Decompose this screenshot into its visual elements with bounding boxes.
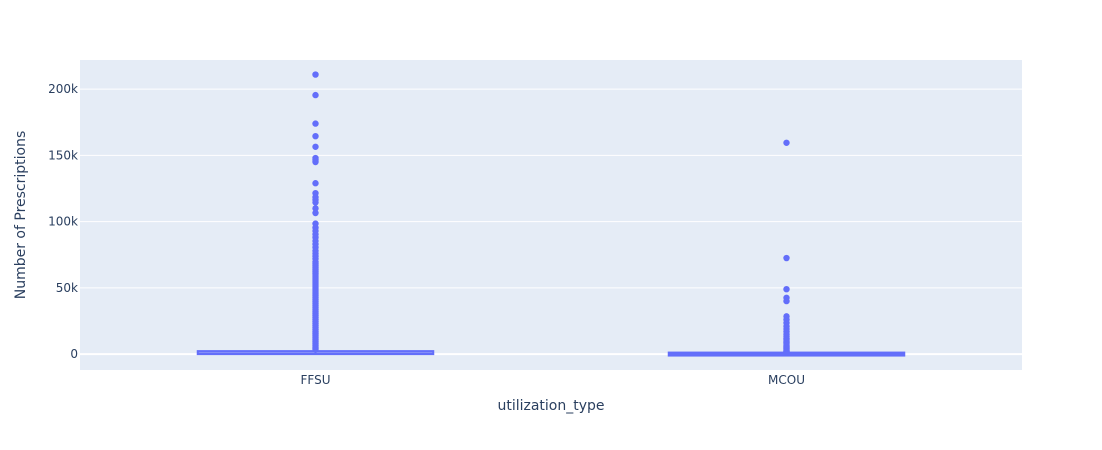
y-axis-title: Number of Prescriptions <box>13 131 29 300</box>
outlier-points <box>312 71 790 356</box>
outlier-point <box>312 132 319 140</box>
outlier-point <box>312 199 319 206</box>
x-axis-title: utilization_type <box>497 398 604 414</box>
y-tick-label: 0 <box>70 347 78 361</box>
outlier-point <box>783 349 790 356</box>
y-tick-label: 150k <box>48 148 78 162</box>
outlier-point <box>312 120 319 127</box>
outlier-point <box>783 254 790 262</box>
outlier-point <box>312 143 319 150</box>
y-tick-label: 200k <box>48 82 78 96</box>
outlier-point <box>312 180 319 187</box>
plot-background <box>80 60 1022 370</box>
outlier-point <box>312 71 319 78</box>
outlier-point <box>312 158 319 166</box>
outlier-point <box>312 205 319 212</box>
outlier-point <box>312 345 319 353</box>
outlier-point <box>312 209 319 217</box>
x-tick-label: FFSU <box>301 373 331 387</box>
x-tick-label: MCOU <box>768 373 805 387</box>
outlier-point <box>312 91 319 99</box>
y-tick-label: 50k <box>56 281 78 295</box>
outlier-point <box>783 297 790 305</box>
x-tick-labels: FFSU MCOU <box>301 373 805 387</box>
y-tick-label: 100k <box>48 215 78 229</box>
outlier-point <box>783 285 790 293</box>
y-tick-labels: 0 50k 100k 150k 200k <box>48 82 78 361</box>
outlier-point <box>783 139 790 146</box>
